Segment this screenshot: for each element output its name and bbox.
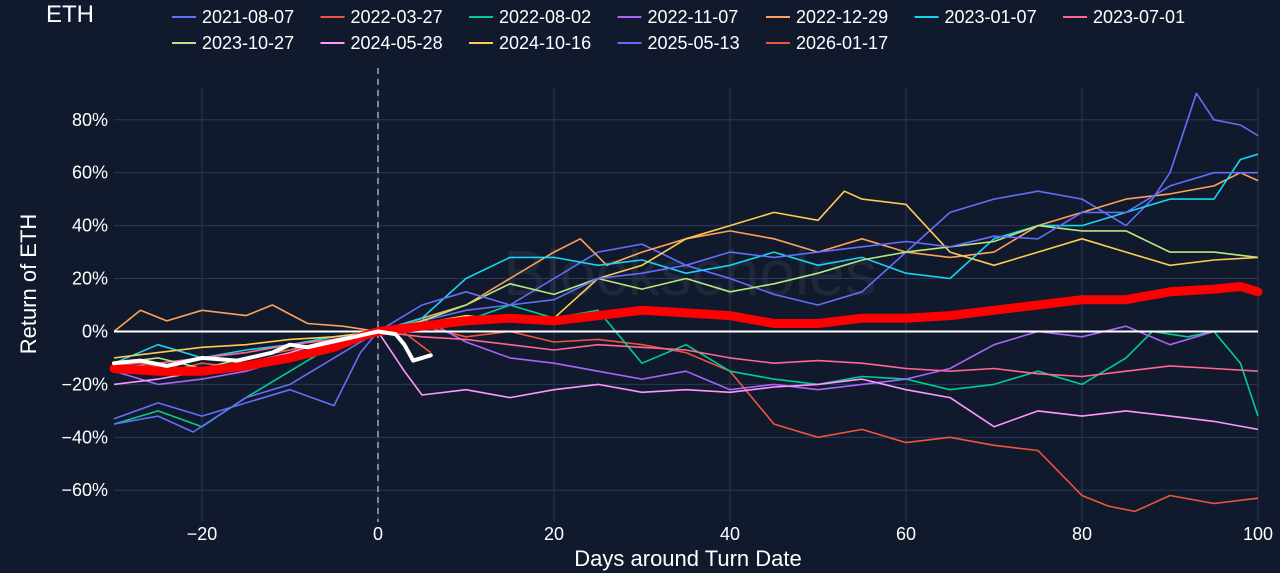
x-tick-label: 60: [896, 524, 916, 544]
series-line: [113, 92, 1259, 420]
legend-item[interactable]: 2023-07-01: [1063, 7, 1185, 27]
legend-item[interactable]: 2021-08-07: [172, 7, 294, 27]
y-tick-label: 60%: [72, 163, 108, 183]
x-tick-label: 40: [720, 524, 740, 544]
x-tick-label: −20: [187, 524, 218, 544]
y-tick-label: 40%: [72, 216, 108, 236]
y-tick-label: −60%: [61, 480, 108, 500]
legend-item[interactable]: 2022-08-02: [469, 7, 591, 27]
legend-item[interactable]: 2022-03-27: [320, 7, 443, 27]
legend-label: 2022-12-29: [796, 7, 888, 27]
legend-label: 2024-10-16: [499, 33, 591, 53]
legend-item[interactable]: 2025-05-13: [617, 33, 740, 53]
y-tick-label: 80%: [72, 110, 108, 130]
legend-item[interactable]: 2023-01-07: [914, 7, 1037, 27]
legend-label: 2022-08-02: [499, 7, 591, 27]
legend-item[interactable]: 2022-12-29: [766, 7, 888, 27]
legend-item[interactable]: 2023-10-27: [172, 33, 294, 53]
legend-item[interactable]: 2026-01-17: [766, 33, 888, 53]
legend-label: 2023-10-27: [202, 33, 294, 53]
x-tick-label: 0: [373, 524, 383, 544]
x-axis-title: Days around Turn Date: [574, 546, 801, 571]
y-tick-label: 20%: [72, 269, 108, 289]
legend-label: 2023-01-07: [945, 7, 1037, 27]
x-tick-label: 80: [1072, 524, 1092, 544]
y-axis-title: Return of ETH: [16, 214, 41, 355]
legend-label: 2024-05-28: [351, 33, 443, 53]
legend-item[interactable]: 2024-10-16: [469, 33, 591, 53]
series-line: [113, 153, 1259, 364]
series-line: [113, 171, 1258, 433]
x-tick-label: 100: [1243, 524, 1273, 544]
average-line: [109, 282, 1263, 376]
y-tick-label: 0%: [82, 321, 108, 341]
legend-label: 2026-01-17: [796, 33, 888, 53]
legend-label: 2021-08-07: [202, 7, 294, 27]
legend-label: 2022-03-27: [351, 7, 443, 27]
x-axis-ticks: −20 0 20 40 60 80 100: [187, 524, 1273, 544]
y-axis-ticks: −60% −40% −20% 0% 20% 40% 60% 80%: [61, 110, 108, 500]
y-tick-label: −20%: [61, 374, 108, 394]
highlight-lines: [109, 282, 1263, 376]
x-tick-label: 20: [544, 524, 564, 544]
series-line: [113, 190, 1259, 359]
chart-title: ETH: [46, 1, 94, 28]
legend-label: 2025-05-13: [648, 33, 740, 53]
legend-item[interactable]: 2024-05-28: [320, 33, 443, 53]
series-line: [113, 304, 1259, 428]
current-line: [112, 329, 433, 368]
series-line: [113, 330, 1259, 378]
legend[interactable]: 2021-08-07 2022-03-27 2022-08-02 2022-11-07…: [172, 7, 1185, 53]
legend-item[interactable]: 2022-11-07: [617, 7, 739, 27]
legend-label: 2022-11-07: [648, 7, 739, 27]
legend-label: 2023-07-01: [1093, 7, 1185, 27]
y-tick-label: −40%: [61, 427, 108, 447]
